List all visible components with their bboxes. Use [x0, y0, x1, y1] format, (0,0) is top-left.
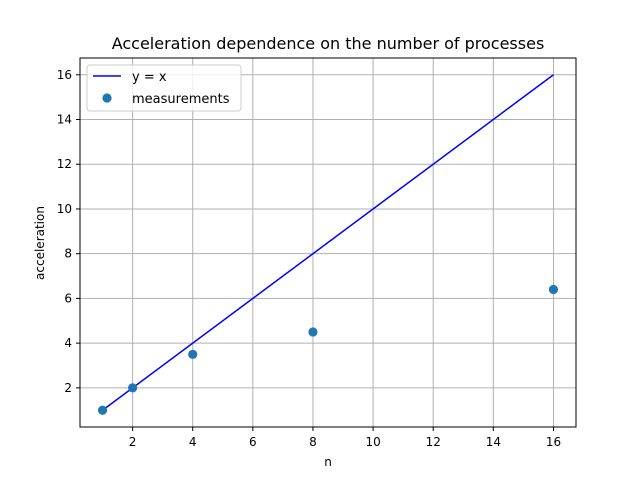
x-tick-label: 16: [546, 435, 561, 449]
plot-area: [79, 57, 577, 428]
x-tick-label: 6: [249, 435, 257, 449]
reference-line-y-equals-x: [102, 74, 554, 411]
measurement-point: [308, 327, 318, 337]
y-axis: 2 4 6 8 10 12 14 16: [57, 68, 80, 395]
plot-frame: [79, 57, 577, 428]
y-tick-label: 4: [64, 336, 72, 350]
y-tick-label: 14: [57, 113, 72, 127]
x-axis: 2 4 6 8 10 12 14 16: [129, 427, 561, 449]
x-tick-label: 4: [189, 435, 197, 449]
y-tick-label: 10: [57, 202, 72, 216]
y-tick-label: 6: [64, 291, 72, 305]
legend-scatter-label: measurements: [132, 92, 230, 107]
legend-line-label: y = x: [132, 70, 167, 85]
y-tick-label: 2: [64, 381, 72, 395]
measurement-point: [548, 284, 559, 295]
x-tick-label: 10: [365, 435, 380, 449]
x-axis-label: n: [324, 455, 332, 469]
grid-layer: [80, 58, 576, 427]
measurement-point: [128, 383, 138, 393]
x-tick-label: 2: [129, 435, 137, 449]
legend-box: [86, 64, 242, 112]
y-tick-label: 12: [57, 157, 72, 171]
measurement-point: [188, 349, 198, 359]
x-tick-label: 8: [309, 435, 317, 449]
chart-title: Acceleration dependence on the number of…: [112, 34, 545, 53]
y-axis-label: acceleration: [33, 206, 47, 280]
legend-marker-sample: [102, 93, 112, 103]
series-layer: [97, 74, 559, 415]
x-tick-label: 12: [426, 435, 441, 449]
x-tick-label: 14: [486, 435, 501, 449]
legend: y = x measurements: [86, 64, 242, 112]
measurement-point: [97, 405, 108, 415]
y-tick-label: 16: [57, 68, 72, 82]
y-tick-label: 8: [64, 247, 72, 261]
